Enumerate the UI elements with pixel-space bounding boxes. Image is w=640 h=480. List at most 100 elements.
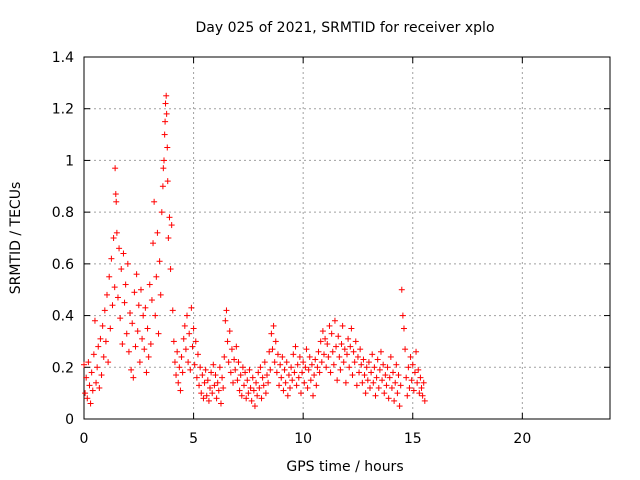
data-point	[104, 291, 111, 298]
data-point	[242, 369, 249, 376]
data-point	[129, 320, 136, 327]
data-point	[87, 400, 94, 407]
data-point	[198, 390, 205, 397]
data-point	[154, 229, 161, 236]
data-point	[113, 198, 120, 205]
data-point	[237, 372, 244, 379]
data-point	[337, 366, 344, 373]
data-point	[181, 322, 188, 329]
data-point	[245, 390, 252, 397]
data-point	[280, 387, 287, 394]
chart-title: Day 025 of 2021, SRMTID for receiver xpl…	[195, 20, 494, 36]
data-point	[118, 266, 125, 273]
data-point	[142, 304, 149, 311]
data-point	[284, 392, 291, 399]
data-point	[208, 369, 215, 376]
data-point	[201, 379, 208, 386]
data-point	[157, 291, 164, 298]
x-axis-ticks: 0 5 10 15 20	[80, 57, 531, 447]
data-point	[368, 369, 375, 376]
data-point	[114, 294, 121, 301]
data-point	[393, 361, 400, 368]
data-point	[182, 346, 189, 353]
data-point	[256, 384, 263, 391]
data-point	[249, 374, 256, 381]
data-point	[231, 356, 238, 363]
data-point	[302, 364, 309, 371]
data-point	[285, 372, 292, 379]
data-point	[358, 361, 365, 368]
data-point	[244, 377, 251, 384]
data-point	[96, 384, 103, 391]
data-point	[333, 343, 340, 350]
data-point	[155, 330, 162, 337]
x-tick-label: 15	[404, 431, 422, 447]
data-point	[361, 372, 368, 379]
data-point	[176, 364, 183, 371]
data-point	[82, 390, 89, 397]
data-point	[88, 369, 95, 376]
data-point	[392, 379, 399, 386]
data-point	[331, 317, 338, 324]
data-point	[246, 366, 253, 373]
data-point	[167, 266, 174, 273]
y-tick-label: 1.4	[52, 50, 74, 66]
y-tick-label: 0	[65, 412, 74, 428]
data-point	[253, 379, 260, 386]
data-point	[166, 214, 173, 221]
data-point	[105, 359, 112, 366]
data-point	[233, 343, 240, 350]
data-point	[304, 384, 311, 391]
y-tick-label: 1	[65, 153, 74, 169]
data-point	[290, 351, 297, 358]
data-point	[306, 353, 313, 360]
data-point	[261, 359, 268, 366]
data-point	[317, 338, 324, 345]
data-point	[109, 302, 116, 309]
data-point	[352, 338, 359, 345]
data-point	[308, 361, 315, 368]
data-point	[296, 353, 303, 360]
data-point	[305, 366, 312, 373]
data-point	[371, 364, 378, 371]
data-point	[348, 325, 355, 332]
data-point	[94, 364, 101, 371]
data-point	[179, 369, 186, 376]
data-point	[83, 374, 90, 381]
data-point	[292, 343, 299, 350]
data-point	[300, 359, 307, 366]
data-point	[240, 382, 247, 389]
data-point	[379, 377, 386, 384]
x-tick-label: 20	[513, 431, 531, 447]
data-point	[125, 348, 132, 355]
data-point	[291, 369, 298, 376]
data-point	[97, 335, 104, 342]
data-point	[130, 374, 137, 381]
data-point	[260, 382, 267, 389]
plot-frame	[83, 56, 611, 420]
data-point	[160, 165, 167, 172]
data-point	[117, 315, 124, 322]
data-point	[137, 286, 144, 293]
data-point	[254, 392, 261, 399]
y-tick-label: 0.6	[52, 257, 74, 273]
data-point	[276, 382, 283, 389]
data-point	[351, 359, 358, 366]
data-point	[213, 395, 220, 402]
data-point	[289, 377, 296, 384]
data-point	[369, 351, 376, 358]
data-point	[374, 356, 381, 363]
data-point	[212, 372, 219, 379]
data-point	[162, 118, 169, 125]
data-point	[192, 338, 199, 345]
data-point	[387, 353, 394, 360]
data-point	[330, 361, 337, 368]
data-point	[107, 325, 114, 332]
data-point	[156, 258, 163, 265]
data-point	[236, 387, 243, 394]
data-point	[372, 392, 379, 399]
data-point	[171, 359, 178, 366]
data-point	[199, 372, 206, 379]
data-point	[329, 348, 336, 355]
data-point	[313, 382, 320, 389]
